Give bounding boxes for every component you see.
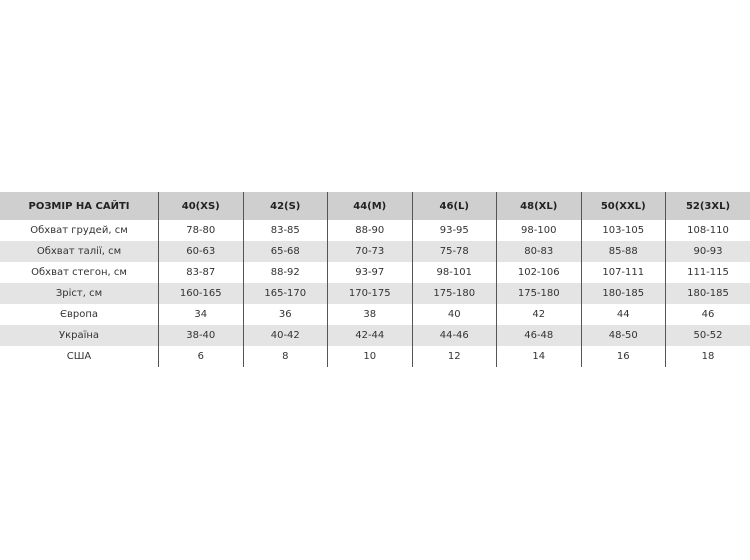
header-size-column: 46(L) [411,192,497,220]
table-cell: 40-42 [242,325,328,346]
header-size-column: 50(XXL) [580,192,666,220]
table-cell: 160-165 [158,283,243,304]
table-cell: 48-50 [580,325,666,346]
table-cell: 103-105 [580,220,666,241]
table-row: Україна 38-40 40-42 42-44 44-46 46-48 48-50 50-… [0,325,750,346]
table-cell: 46 [665,304,750,325]
table-cell: 42-44 [327,325,412,346]
table-cell: 93-95 [411,220,497,241]
table-row: Європа 34 36 38 40 42 44 46 [0,304,750,325]
row-label: США [66,351,92,362]
table-cell: 88-90 [327,220,412,241]
table-row: Обхват талії, см 60-63 65-68 70-73 75-78 80-8… [0,241,750,262]
table-cell: 50-52 [665,325,750,346]
table-cell: 60-63 [158,241,243,262]
table-cell: 18 [665,346,750,367]
table-cell: 107-111 [580,262,666,283]
table-cell: 180-185 [580,283,666,304]
table-cell: 165-170 [242,283,328,304]
table-cell: 102-106 [496,262,581,283]
row-label: Обхват грудей, см [30,225,128,236]
table-cell: 46-48 [496,325,581,346]
table-cell: 6 [158,346,243,367]
table-cell: 42 [496,304,581,325]
table-cell: 88-92 [242,262,328,283]
header-size-label: РОЗМІР НА САЙТІ [0,192,159,220]
table-cell: 40 [411,304,497,325]
table-cell: 170-175 [327,283,412,304]
table-cell: 10 [327,346,412,367]
header-size-column: 52(3XL) [665,192,750,220]
table-cell: 80-83 [496,241,581,262]
table-cell: 83-85 [242,220,328,241]
table-cell: 93-97 [327,262,412,283]
row-label: Європа [59,309,98,320]
table-cell: 75-78 [411,241,497,262]
row-label: Україна [0,325,159,346]
table-cell: 175-180 [496,283,581,304]
table-cell: 98-100 [496,220,581,241]
header-row: РОЗМІР НА САЙТІ 40(XS) 42(S) 44(M) 46(L) 48(X… [0,192,750,220]
table-cell: 12 [411,346,497,367]
header-size-column: 44(M) [327,192,412,220]
table-row: Обхват грудей, см 78-80 83-85 88-90 93-95 98-… [0,220,750,241]
row-label: Обхват талії, см [0,241,159,262]
header-size-column: 40(XS) [158,192,243,220]
table-cell: 90-93 [665,241,750,262]
table-cell: 78-80 [158,220,243,241]
table-row: Зріст, см 160-165 165-170 170-175 175-180 175… [0,283,750,304]
table-cell: 108-110 [665,220,750,241]
table-cell: 14 [496,346,581,367]
table-cell: 36 [242,304,328,325]
row-label: Обхват стегон, см [31,267,127,278]
table-cell: 180-185 [665,283,750,304]
table-cell: 85-88 [580,241,666,262]
table-cell: 38 [327,304,412,325]
table-cell: 44 [580,304,666,325]
row-label: Зріст, см [0,283,159,304]
table-cell: 44-46 [411,325,497,346]
table-cell: 83-87 [158,262,243,283]
table-cell: 8 [242,346,328,367]
table-cell: 16 [580,346,666,367]
table-cell: 65-68 [242,241,328,262]
table-cell: 111-115 [665,262,750,283]
size-chart-table: РОЗМІР НА САЙТІ 40(XS) 42(S) 44(M) 46(L) 48(X… [0,192,750,367]
table-cell: 34 [158,304,243,325]
table-cell: 175-180 [411,283,497,304]
header-size-column: 42(S) [242,192,328,220]
table-cell: 38-40 [158,325,243,346]
header-size-column: 48(XL) [496,192,581,220]
table-cell: 98-101 [411,262,497,283]
table-cell: 70-73 [327,241,412,262]
table-row: Обхват стегон, см 83-87 88-92 93-97 98-101 10… [0,262,750,283]
table-row: США 6 8 10 12 14 16 18 [0,346,750,367]
